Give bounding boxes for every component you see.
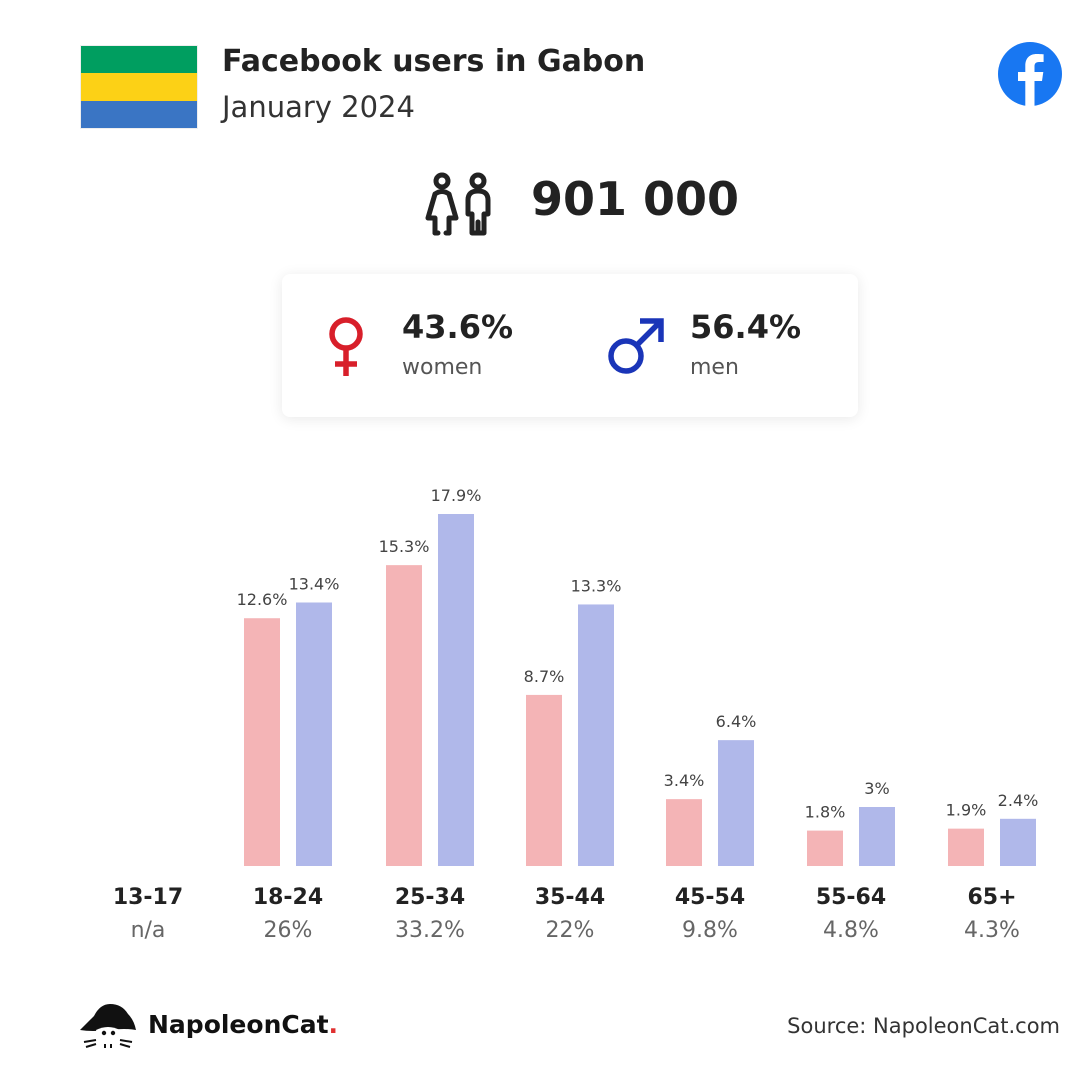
- bar-label-women-25-34: 15.3%: [379, 537, 430, 556]
- bar-men-45-54: [718, 740, 754, 866]
- male-icon: [608, 318, 664, 374]
- source-credit: Source: NapoleonCat.com: [787, 1014, 1060, 1038]
- bar-label-women-65+: 1.9%: [946, 801, 987, 820]
- bar-label-women-45-54: 3.4%: [664, 771, 705, 790]
- bar-label-women-18-24: 12.6%: [237, 590, 288, 609]
- flag-stripe-blue: [81, 100, 197, 128]
- bar-men-25-34: [438, 514, 474, 866]
- bar-label-women-35-44: 8.7%: [524, 667, 565, 686]
- page-subtitle: January 2024: [222, 90, 415, 124]
- men-label: men: [690, 355, 739, 380]
- women-percent: 43.6%: [402, 308, 514, 346]
- bar-women-65+: [948, 828, 984, 866]
- bar-label-men-18-24: 13.4%: [289, 574, 340, 593]
- page-title: Facebook users in Gabon: [222, 44, 646, 79]
- bar-men-18-24: [296, 602, 332, 866]
- bar-label-men-45-54: 6.4%: [716, 712, 757, 731]
- flag-stripe-yellow: [81, 73, 197, 101]
- total-users: 901 000: [531, 172, 740, 226]
- age-group-label: 13-17: [112, 885, 184, 910]
- gender-split-card: 43.6% women 56.4% men: [282, 274, 858, 417]
- bar-label-men-35-44: 13.3%: [571, 576, 622, 595]
- bar-men-65+: [1000, 818, 1036, 866]
- bar-women-45-54: [666, 799, 702, 866]
- age-group-total: 9.8%: [682, 918, 738, 943]
- facebook-icon: [998, 42, 1062, 106]
- age-group-label: 45-54: [674, 885, 746, 910]
- flag-stripe-green: [81, 46, 197, 74]
- bar-label-men-25-34: 17.9%: [431, 486, 482, 505]
- age-group-total: 33.2%: [395, 918, 465, 943]
- age-group-label: 35-44: [534, 885, 606, 910]
- bar-women-18-24: [244, 618, 280, 866]
- age-group-total: 4.8%: [823, 918, 879, 943]
- age-group-total: 22%: [545, 918, 595, 943]
- bar-label-men-55-64: 3%: [864, 779, 889, 798]
- age-group-label: 55-64: [815, 885, 887, 910]
- age-group-total: n/a: [130, 918, 166, 943]
- age-group-label: 25-34: [394, 885, 466, 910]
- female-icon: [329, 317, 363, 376]
- age-group-total: 4.3%: [964, 918, 1020, 943]
- age-group-label: 18-24: [252, 885, 324, 910]
- bar-men-55-64: [859, 807, 895, 866]
- brand-name: NapoleonCat.: [148, 1010, 339, 1039]
- men-percent: 56.4%: [690, 308, 802, 346]
- bar-women-55-64: [807, 830, 843, 866]
- brand-dot: .: [328, 1010, 339, 1039]
- users-icon: [425, 172, 491, 236]
- bar-women-35-44: [526, 694, 562, 866]
- bar-label-men-65+: 2.4%: [998, 791, 1039, 810]
- age-group-label: 65+: [967, 885, 1017, 910]
- bar-label-women-55-64: 1.8%: [805, 803, 846, 822]
- bar-men-35-44: [578, 604, 614, 866]
- women-label: women: [402, 355, 483, 380]
- gabon-flag: [80, 45, 198, 129]
- napoleoncat-logo-icon: [80, 1004, 136, 1048]
- bar-women-25-34: [386, 565, 422, 866]
- age-group-total: 26%: [263, 918, 313, 943]
